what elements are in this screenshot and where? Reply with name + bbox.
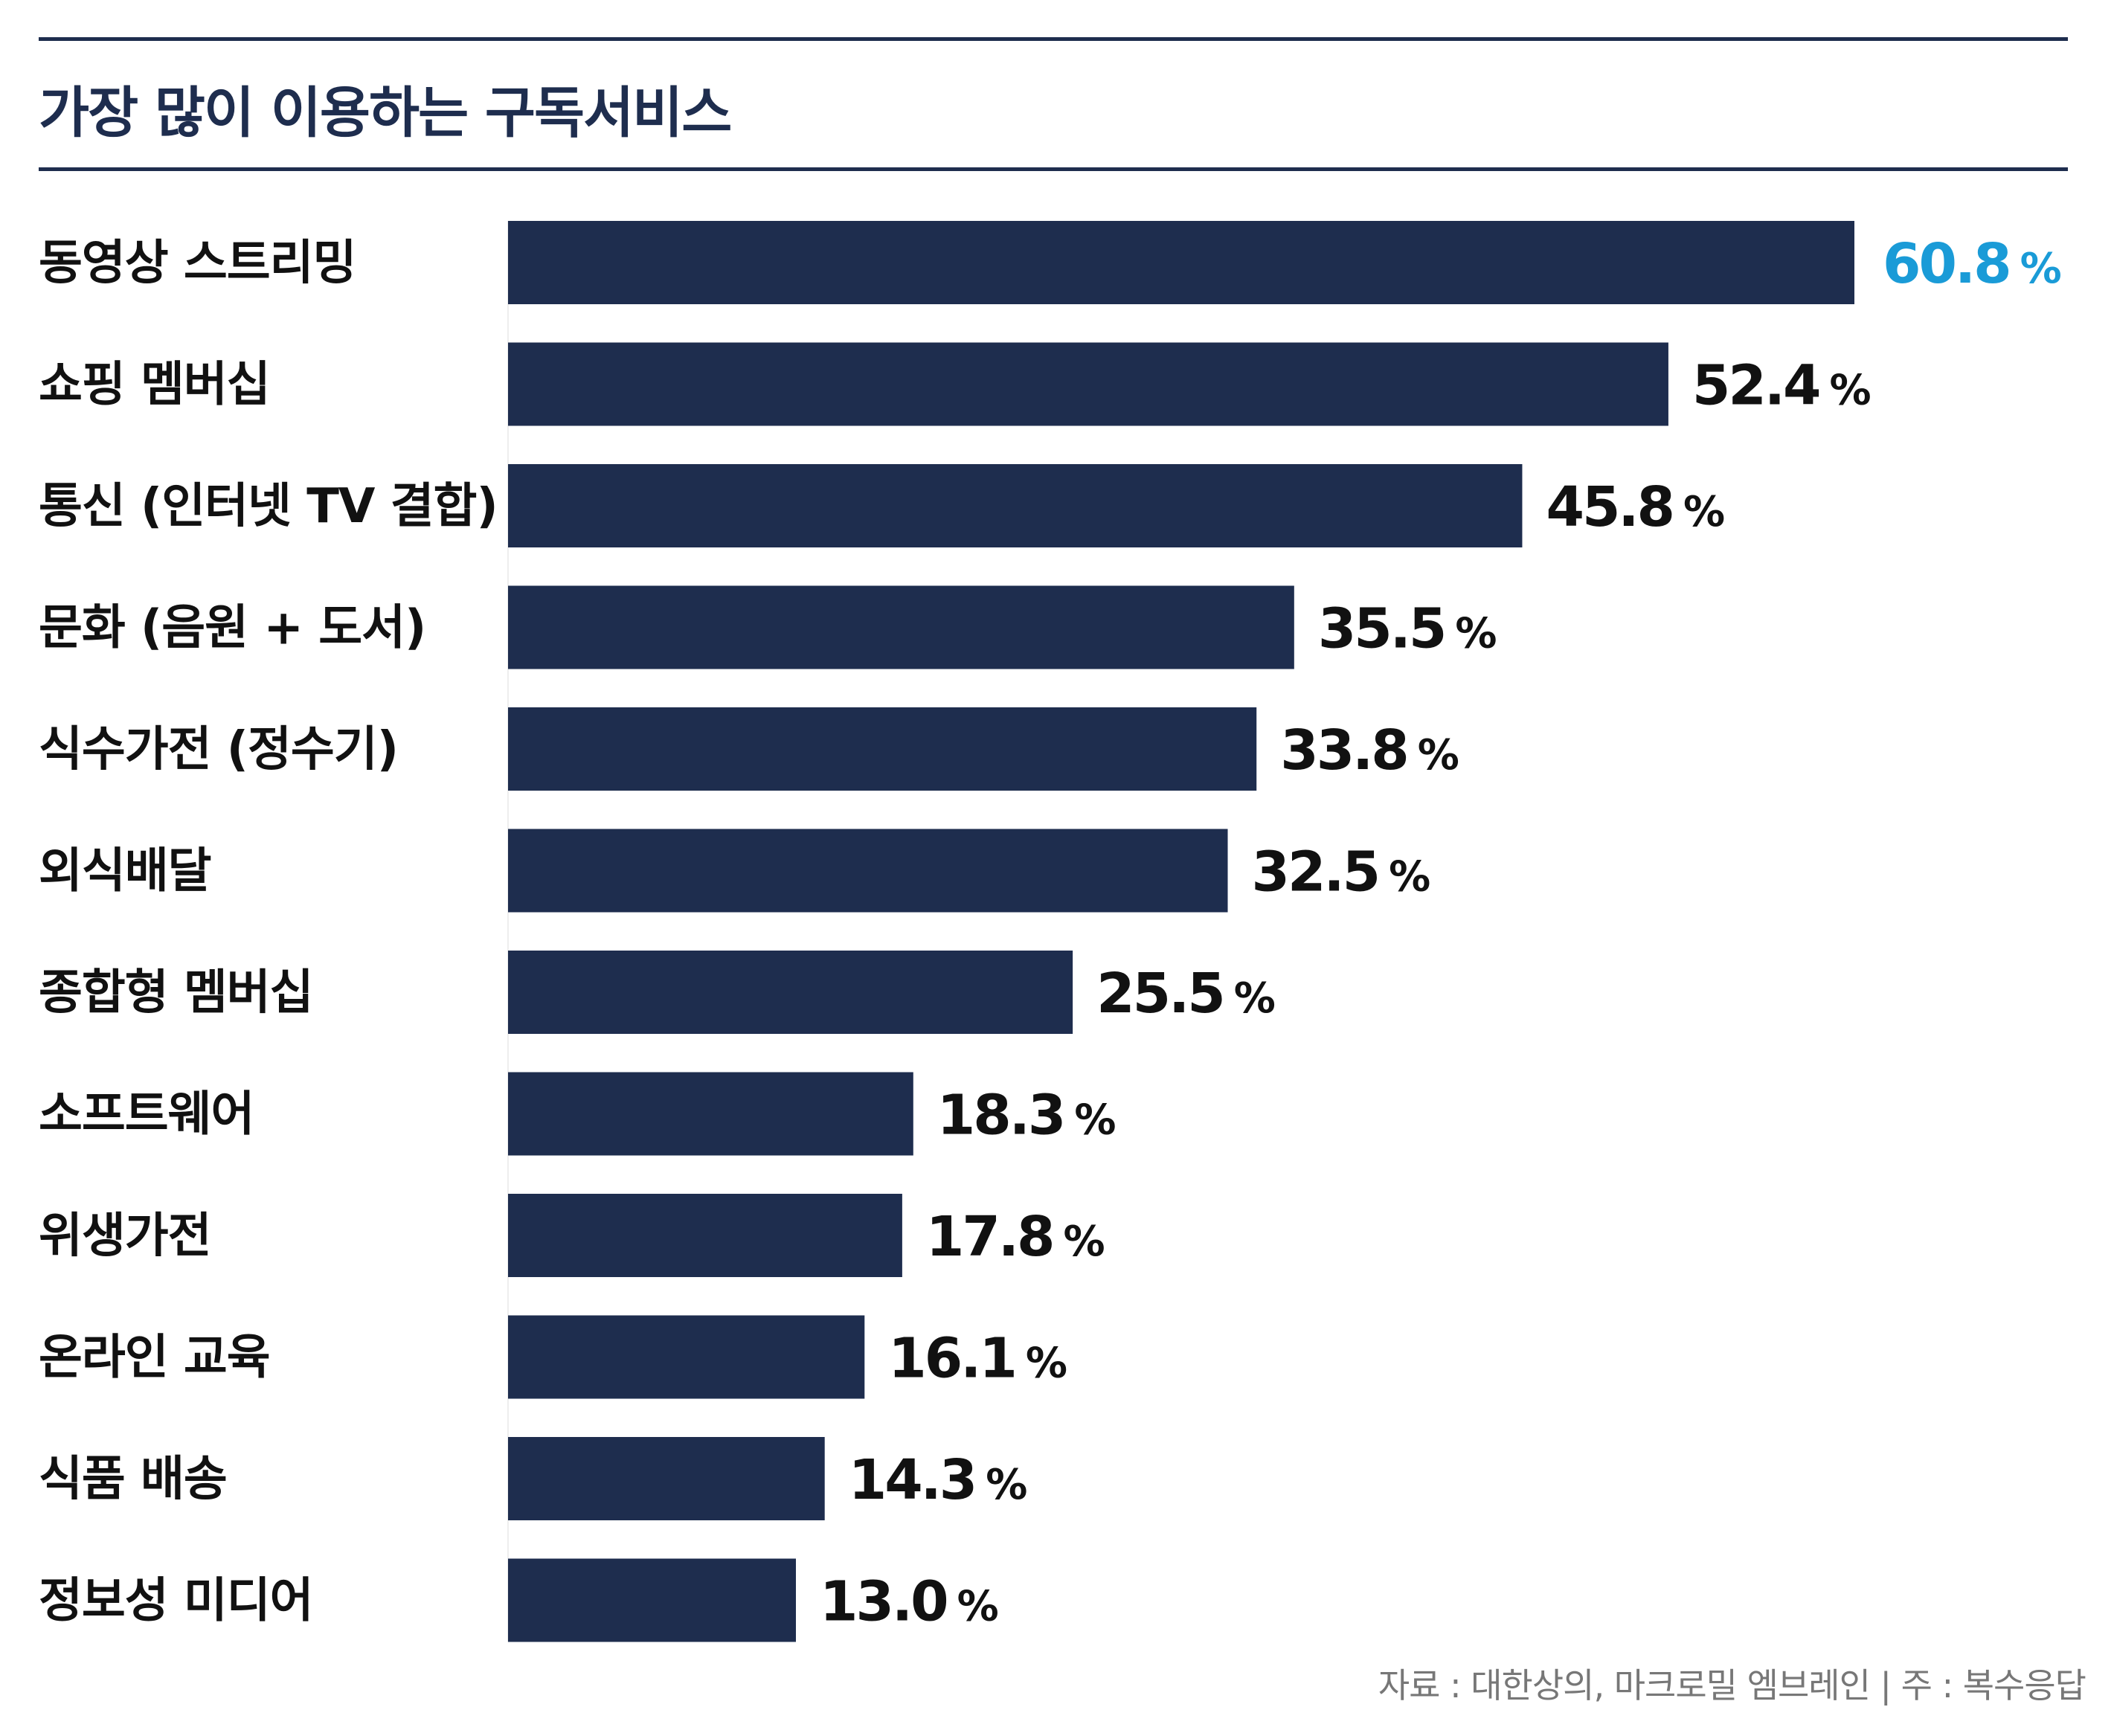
source-note: 자료 : 대한상의, 마크로밀 엠브레인 | 주 : 복수응답 [1378,1665,2086,1706]
bar [508,342,1668,426]
category-label: 위생가전 [39,1209,211,1264]
value-label: 25.5% [1096,962,1275,1026]
value-label: 52.4% [1692,354,1871,418]
category-label: 문화 (음원 + 도서) [39,601,425,656]
value-label: 33.8% [1280,718,1459,782]
chart-title: 가장 많이 이용하는 구독서비스 [39,81,732,145]
top-rule [39,37,2068,41]
value-label: 13.0% [820,1570,998,1634]
category-label: 종합형 멤버십 [39,965,313,1020]
value-label: 35.5% [1318,597,1497,661]
value-label: 32.5% [1252,840,1430,904]
value-label: 60.8% [1883,232,2061,296]
bar [508,221,1854,304]
value-label: 45.8% [1546,475,1724,539]
category-label: 쇼핑 멤버십 [39,358,270,413]
value-label: 18.3% [937,1084,1116,1148]
value-label: 17.8% [926,1205,1105,1269]
bar [508,464,1523,547]
category-label: 식품 배송 [39,1452,227,1507]
bar [508,707,1257,791]
category-label: 소프트웨어 [39,1087,254,1142]
value-label: 14.3% [849,1448,1027,1512]
bar [508,1315,865,1399]
bar [508,1558,797,1642]
bar [508,951,1073,1034]
value-label: 16.1% [888,1327,1067,1391]
bar [508,829,1228,913]
category-label: 외식배달 [39,844,211,899]
category-label: 통신 (인터넷 TV 결합) [39,479,498,534]
category-label: 정보성 미디어 [39,1574,313,1629]
bar [508,585,1294,669]
category-label: 동영상 스트리밍 [39,236,356,291]
bar [508,1072,913,1156]
category-label: 온라인 교육 [39,1331,270,1386]
bar [508,1437,825,1520]
title-rule [39,167,2068,171]
category-label: 식수가전 (정수기) [39,722,398,777]
bar [508,1194,902,1277]
